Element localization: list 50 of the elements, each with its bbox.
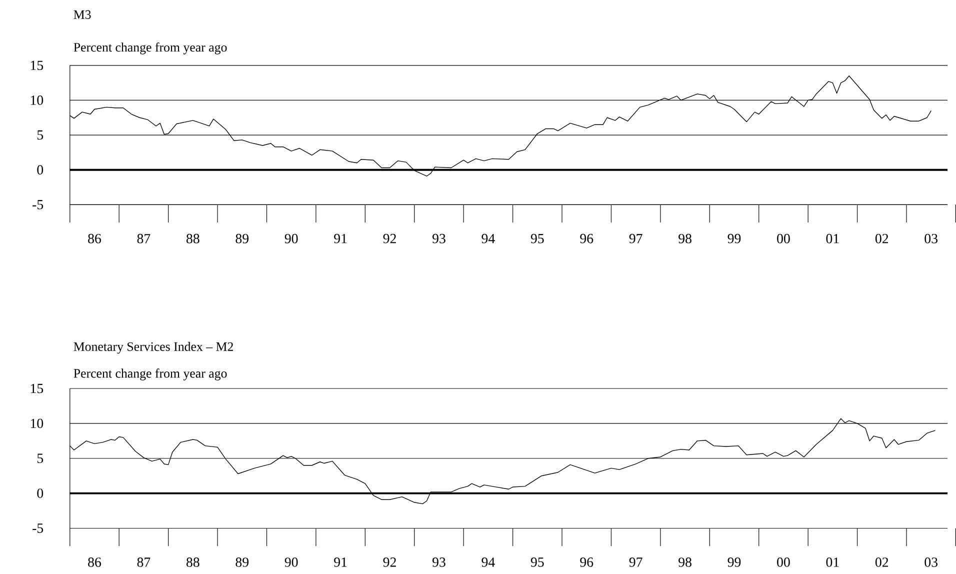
x-tick-label: 99 — [728, 558, 741, 567]
x-tick-label: 00 — [777, 234, 790, 244]
x-tick-label: 88 — [186, 558, 200, 567]
x-tick-label: 90 — [284, 558, 298, 567]
x-tick-label: 86 — [88, 558, 102, 567]
x-tick-label: 02 — [875, 558, 888, 567]
x-tick-label: 94 — [482, 558, 495, 567]
x-tick-label: 00 — [777, 558, 790, 567]
y-tick-label: -5 — [32, 524, 44, 533]
y-tick-label: 15 — [30, 384, 44, 394]
x-tick-label: 87 — [137, 234, 150, 244]
chart-title: M3 — [74, 10, 91, 20]
x-tick-label: 93 — [432, 234, 446, 244]
y-tick-label: -5 — [32, 200, 44, 210]
x-tick-label: 96 — [580, 234, 594, 244]
x-tick-label: 96 — [580, 558, 594, 567]
x-tick-label: 95 — [530, 558, 544, 567]
x-tick-label: 92 — [383, 234, 396, 244]
x-tick-label: 90 — [284, 234, 298, 244]
x-tick-label: 89 — [236, 558, 248, 567]
x-tick-label: 88 — [186, 234, 200, 244]
x-tick-label: 01 — [826, 558, 839, 567]
x-tick-label: 01 — [826, 234, 839, 244]
x-tick-label: 91 — [334, 558, 347, 567]
x-tick-label: 95 — [530, 234, 544, 244]
y-tick-label: 15 — [30, 60, 44, 70]
y-tick-label: 10 — [30, 418, 44, 428]
y-tick-label: 5 — [37, 130, 44, 140]
x-tick-label: 92 — [383, 558, 396, 567]
x-tick-label: 86 — [88, 234, 102, 244]
x-tick-label: 97 — [629, 558, 642, 567]
x-tick-label: 02 — [875, 234, 888, 244]
y-tick-label: 5 — [37, 454, 44, 464]
x-tick-label: 99 — [728, 234, 741, 244]
x-tick-label: 03 — [924, 558, 938, 567]
x-tick-label: 03 — [924, 234, 938, 244]
y-tick-label: 10 — [30, 96, 44, 105]
x-tick-label: 94 — [482, 234, 495, 244]
x-tick-label: 89 — [236, 234, 248, 244]
x-tick-label: 98 — [678, 234, 692, 244]
y-tick-label: 0 — [37, 165, 44, 175]
x-tick-label: 91 — [334, 234, 347, 244]
chart-subtitle: Percent change from year ago — [74, 368, 227, 380]
x-tick-label: 97 — [629, 234, 642, 244]
chart-subtitle: Percent change from year ago — [74, 42, 227, 54]
x-tick-label: 93 — [432, 558, 446, 567]
x-tick-label: 98 — [678, 558, 692, 567]
y-tick-label: 0 — [37, 488, 44, 498]
chart-title: Monetary Services Index – M2 — [74, 342, 233, 354]
x-tick-label: 87 — [137, 558, 150, 567]
